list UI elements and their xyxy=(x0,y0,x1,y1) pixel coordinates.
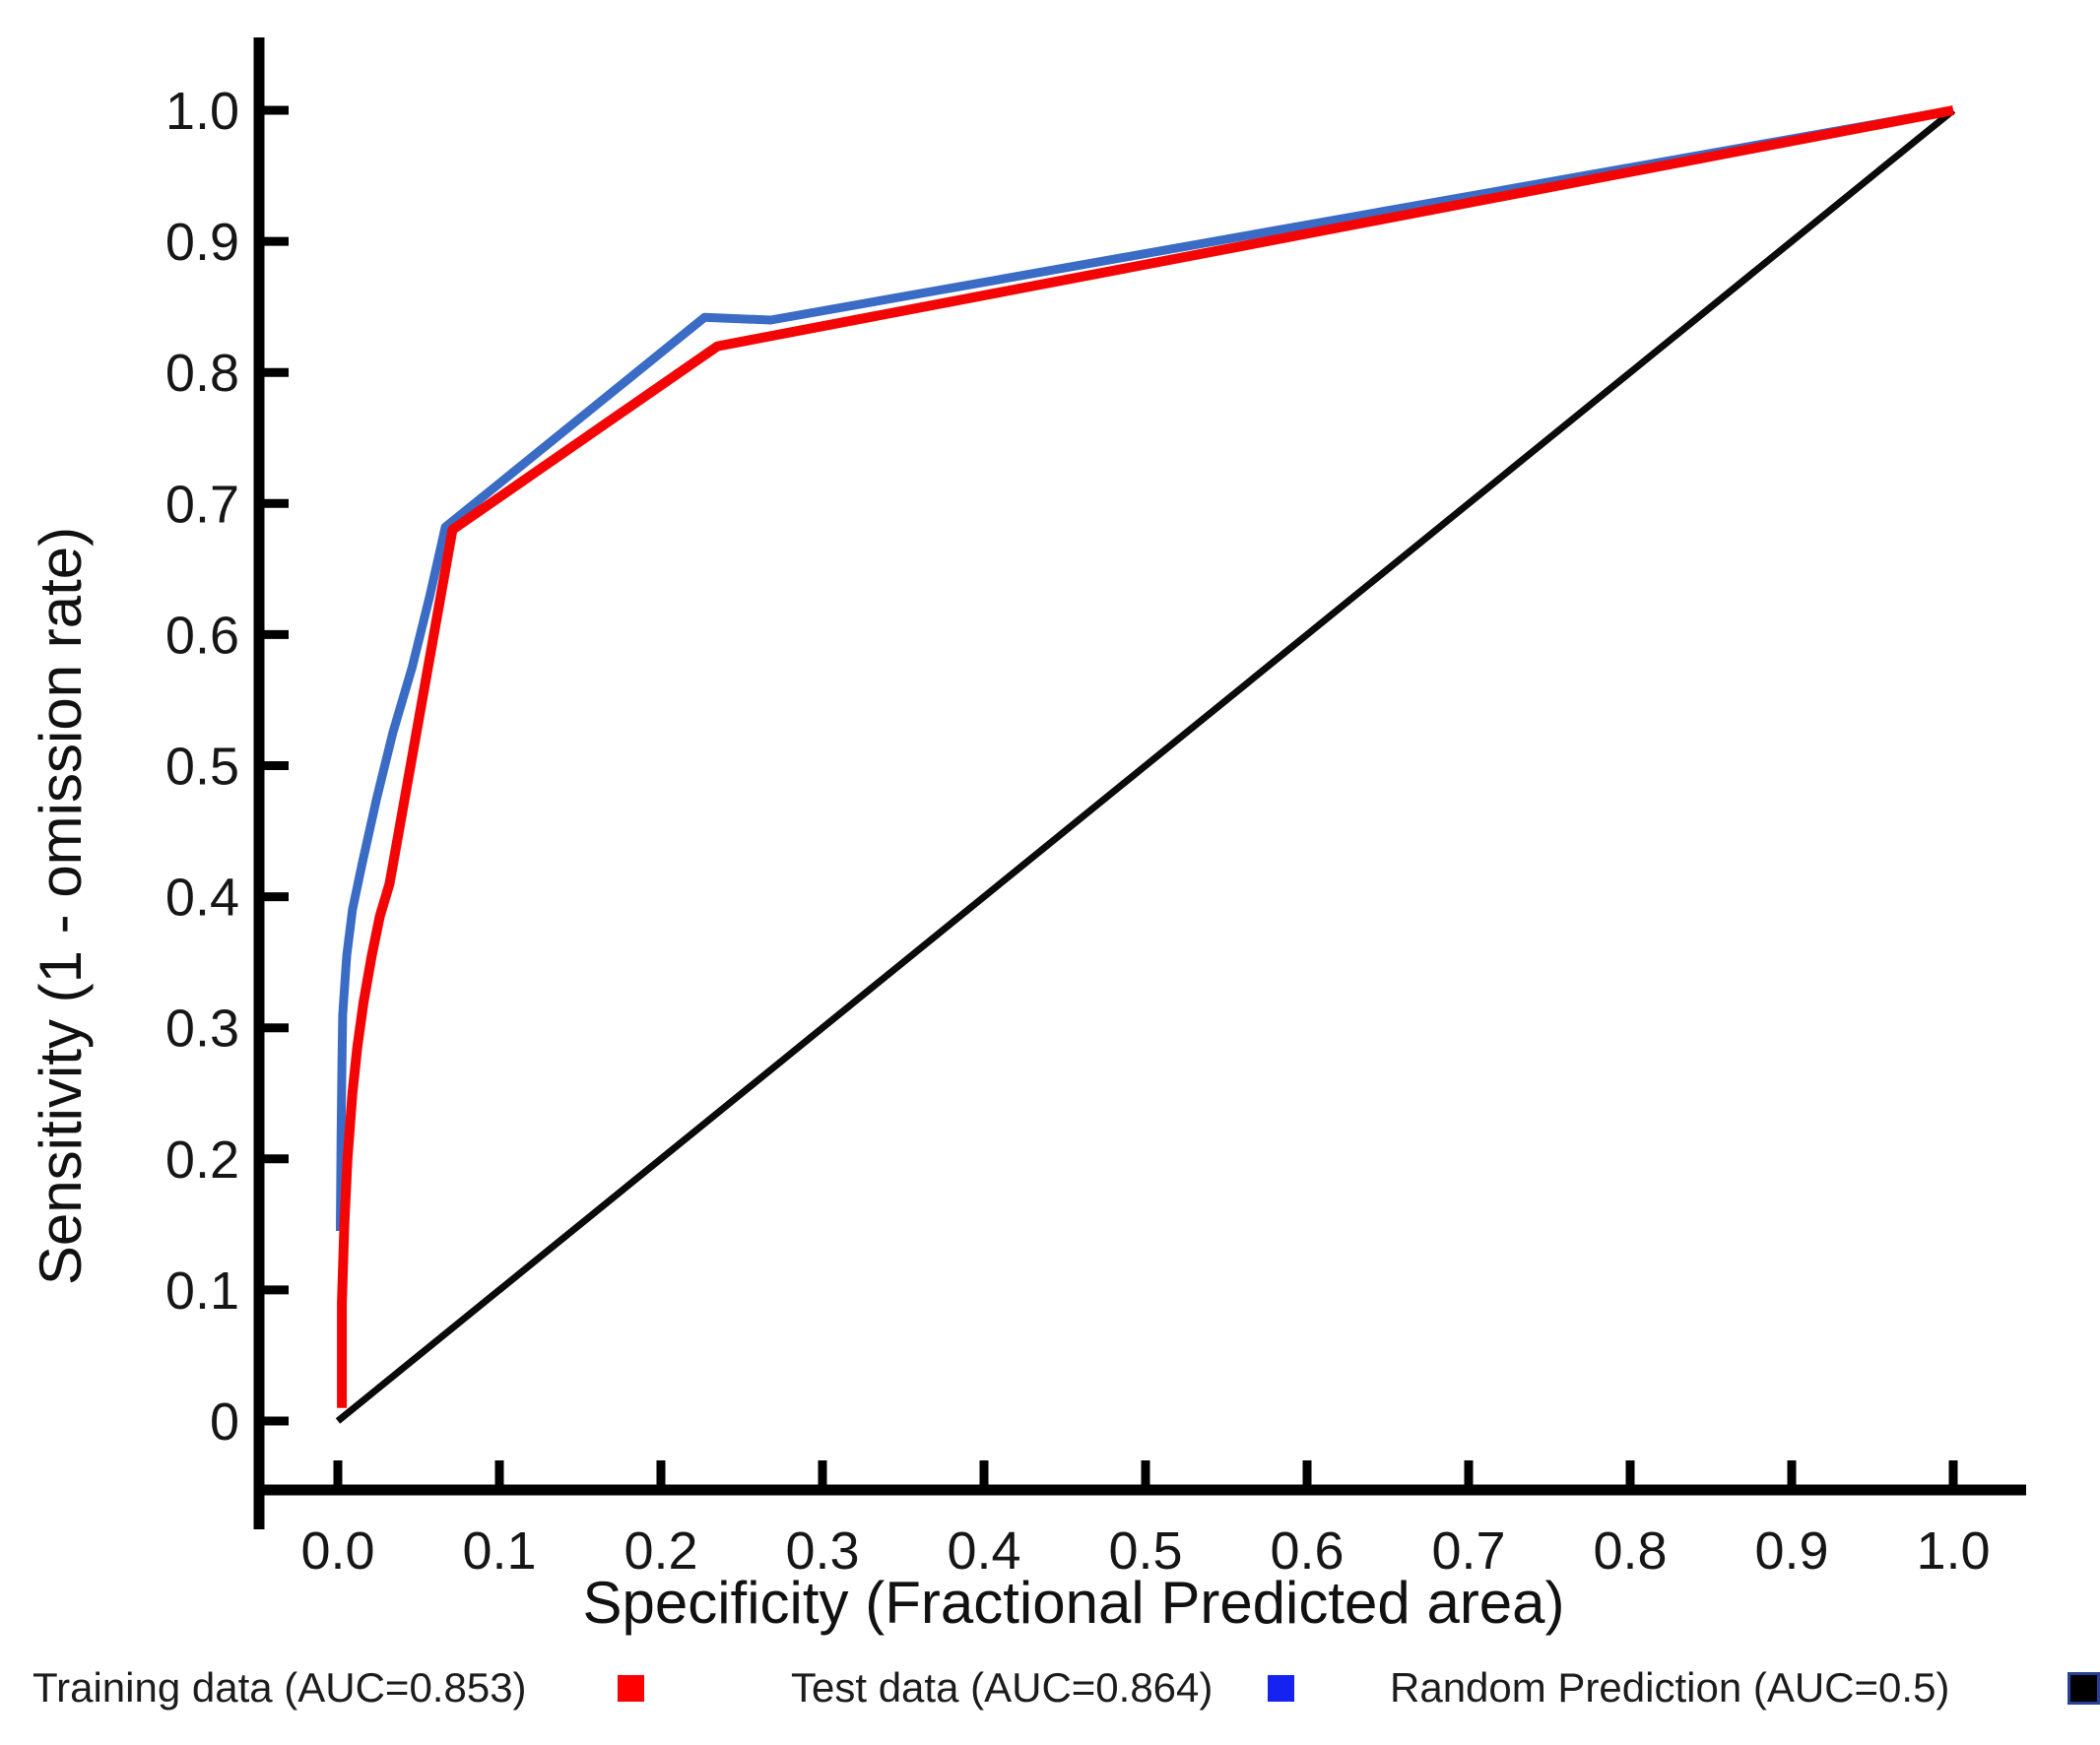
y-tick-label: 0.2 xyxy=(165,1131,239,1190)
x-tick-label: 0.3 xyxy=(785,1521,859,1581)
x-tick-label: 0.8 xyxy=(1593,1521,1667,1581)
test-data-curve xyxy=(336,105,1954,1232)
x-tick-label: 0.9 xyxy=(1754,1521,1828,1581)
x-tick-label: 0.5 xyxy=(1108,1521,1182,1581)
x-axis-title: Specificity (Fractional Predicted area) xyxy=(582,1570,1564,1636)
y-tick-label: 0.6 xyxy=(165,606,239,665)
x-tick-label: 0.0 xyxy=(300,1521,374,1581)
y-tick-label: 0.1 xyxy=(165,1261,239,1321)
y-tick-label: 0.8 xyxy=(165,344,239,403)
chart-legend: Training data (AUC=0.853) Test data (AUC=… xyxy=(0,1656,2100,1725)
y-axis-title: Sensitivity (1 - omission rate) xyxy=(28,527,94,1285)
roc-chart: 00.10.20.30.40.50.60.70.80.91.0 0.0 0.1 0.… xyxy=(28,37,2026,1636)
x-tick-label: 0.4 xyxy=(947,1521,1020,1581)
legend-label: Test data (AUC=0.864) xyxy=(791,1664,1214,1711)
legend-label: Training data (AUC=0.853) xyxy=(33,1664,527,1711)
legend-swatch xyxy=(1268,1674,1295,1702)
training-data-curve xyxy=(337,105,1954,1408)
x-tick-label: 0.7 xyxy=(1431,1521,1505,1581)
x-axis-ticks: 0.0 0.1 0.2 0.3 0.4 0.5 0.6 0.7 0.8 0.9 1.0 xyxy=(300,1460,1991,1581)
legend-swatch xyxy=(617,1674,644,1702)
x-tick-label: 0.1 xyxy=(462,1521,536,1581)
y-axis-ticks: 0 0.1 0.2 0.3 0.4 0.5 0.6 0.7 0.8 0.9 1.0 xyxy=(165,82,289,1452)
x-tick-label: 0.6 xyxy=(1270,1521,1344,1581)
legend-item: Training data (AUC=0.853) xyxy=(33,1656,644,1719)
y-tick-label: 1.0 xyxy=(165,82,239,141)
legend-swatch xyxy=(2067,1671,2100,1705)
y-tick-label: 0.4 xyxy=(165,869,239,928)
random-prediction-curve xyxy=(335,107,1956,1424)
x-tick-label: 1.0 xyxy=(1916,1521,1990,1581)
y-tick-label: 0.3 xyxy=(165,1000,239,1059)
x-tick-label: 0.2 xyxy=(623,1521,697,1581)
y-tick-label: 0.5 xyxy=(165,738,239,797)
legend-item: Random Prediction (AUC=0.5) xyxy=(1390,1656,2100,1719)
y-tick-label: 0.9 xyxy=(165,213,239,272)
y-tick-label: 0.7 xyxy=(165,475,239,534)
legend-item: Test data (AUC=0.864) xyxy=(791,1656,1295,1719)
series-lines xyxy=(335,105,1956,1424)
legend-label: Random Prediction (AUC=0.5) xyxy=(1390,1664,1950,1711)
y-tick-label: 0 xyxy=(210,1392,239,1452)
